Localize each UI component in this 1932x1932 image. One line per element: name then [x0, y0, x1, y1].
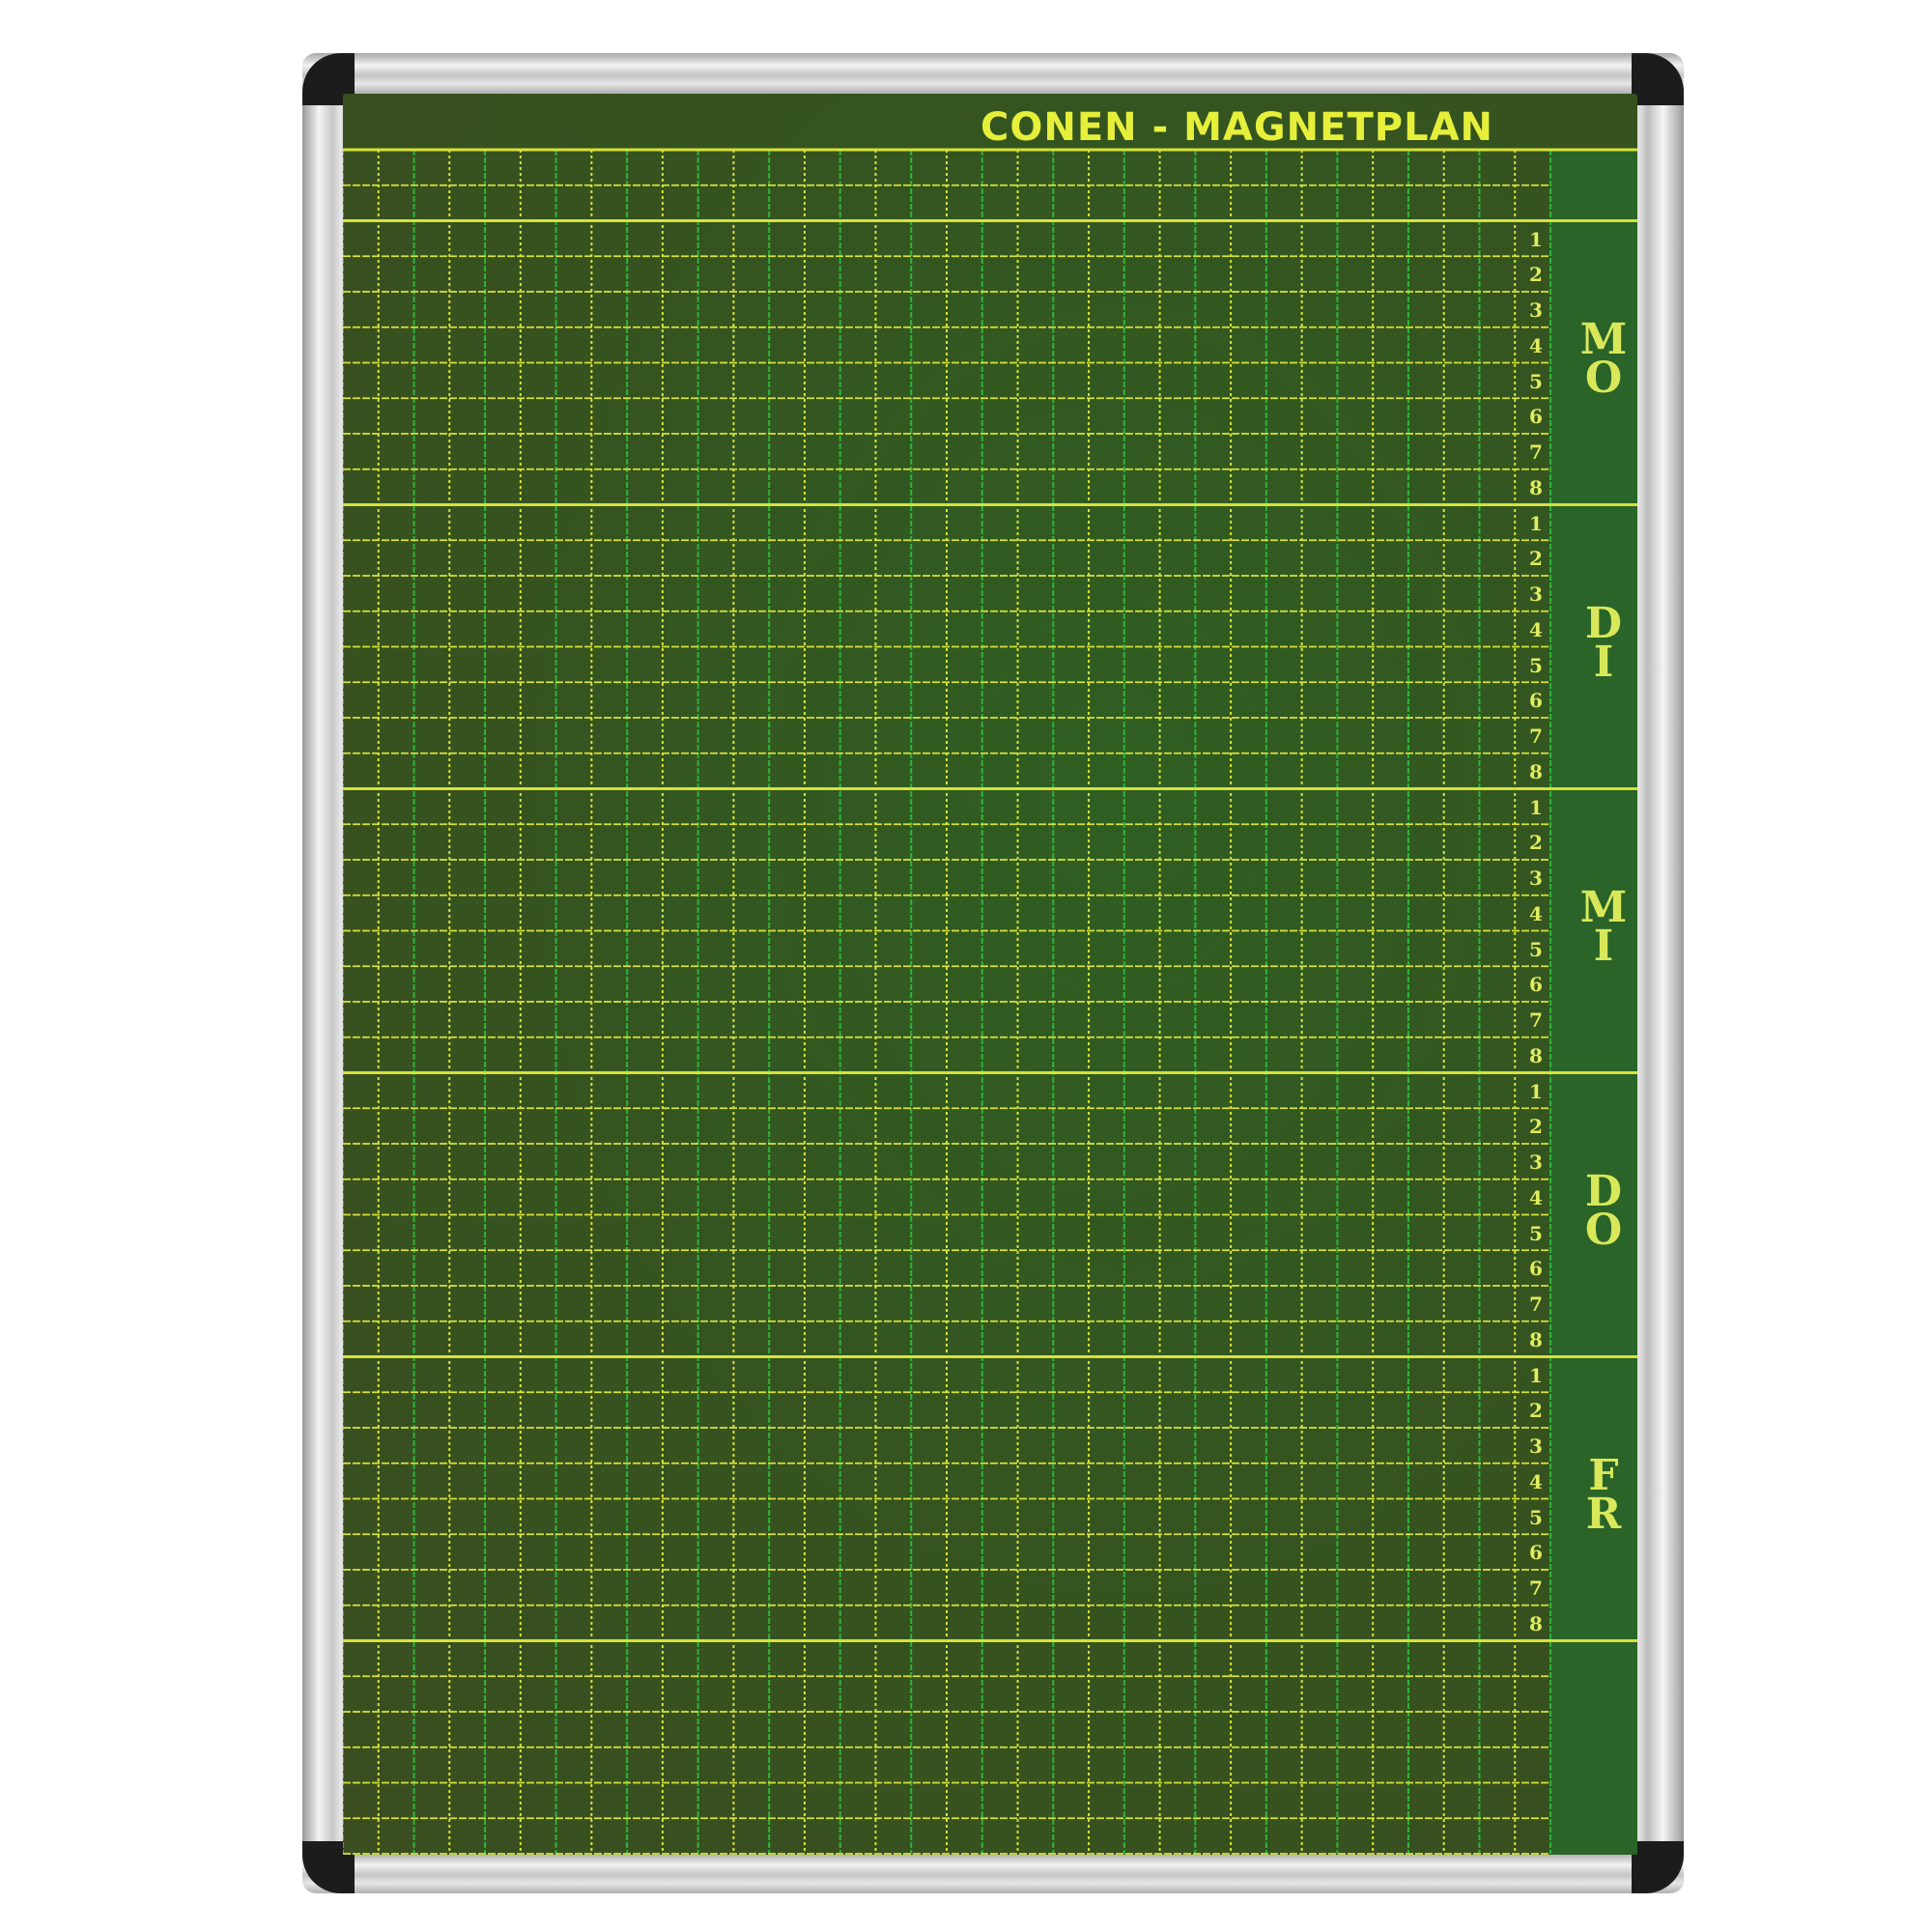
period-number: 7 — [1529, 1293, 1543, 1316]
period-number: 6 — [1529, 973, 1543, 997]
period-number: 3 — [1529, 582, 1543, 606]
period-number: 5 — [1529, 1221, 1543, 1245]
period-number: 3 — [1529, 867, 1543, 890]
period-number: 3 — [1529, 1151, 1543, 1174]
period-number: 1 — [1529, 227, 1543, 251]
period-number: 7 — [1529, 724, 1543, 748]
period-number: 5 — [1529, 653, 1543, 677]
period-number: 4 — [1529, 333, 1543, 357]
period-number: 4 — [1529, 1185, 1543, 1209]
period-number: 4 — [1529, 617, 1543, 641]
frame-bottom-rail — [302, 1853, 1684, 1893]
period-number: 1 — [1529, 1079, 1543, 1103]
period-number: 2 — [1529, 547, 1543, 571]
period-number: 6 — [1529, 689, 1543, 713]
period-number: 6 — [1529, 1541, 1543, 1565]
period-number: 3 — [1529, 1435, 1543, 1458]
period-number: 1 — [1529, 795, 1543, 819]
period-number: 1 — [1529, 1363, 1543, 1387]
period-number: 2 — [1529, 1399, 1543, 1423]
period-number: 8 — [1529, 1611, 1543, 1635]
period-number: 3 — [1529, 298, 1543, 322]
period-number: 8 — [1529, 1043, 1543, 1067]
planning-grid — [343, 148, 1637, 1855]
period-number: 2 — [1529, 263, 1543, 287]
period-number: 1 — [1529, 511, 1543, 535]
period-number: 5 — [1529, 937, 1543, 961]
board-title: CONEN - MAGNETPLAN — [980, 105, 1494, 150]
period-number: 7 — [1529, 1577, 1543, 1600]
frame-top-rail — [302, 53, 1684, 94]
period-number: 4 — [1529, 901, 1543, 925]
period-number: 8 — [1529, 1327, 1543, 1351]
period-number: 4 — [1529, 1469, 1543, 1493]
period-number: 2 — [1529, 1115, 1543, 1139]
period-number: 5 — [1529, 369, 1543, 393]
period-number: 7 — [1529, 440, 1543, 464]
period-number: 7 — [1529, 1009, 1543, 1032]
period-number: 2 — [1529, 831, 1543, 855]
day-label-column — [1550, 150, 1637, 1855]
period-number: 6 — [1529, 1257, 1543, 1281]
period-number: 8 — [1529, 759, 1543, 783]
period-number: 8 — [1529, 475, 1543, 499]
period-number: 5 — [1529, 1505, 1543, 1529]
period-number: 6 — [1529, 405, 1543, 429]
